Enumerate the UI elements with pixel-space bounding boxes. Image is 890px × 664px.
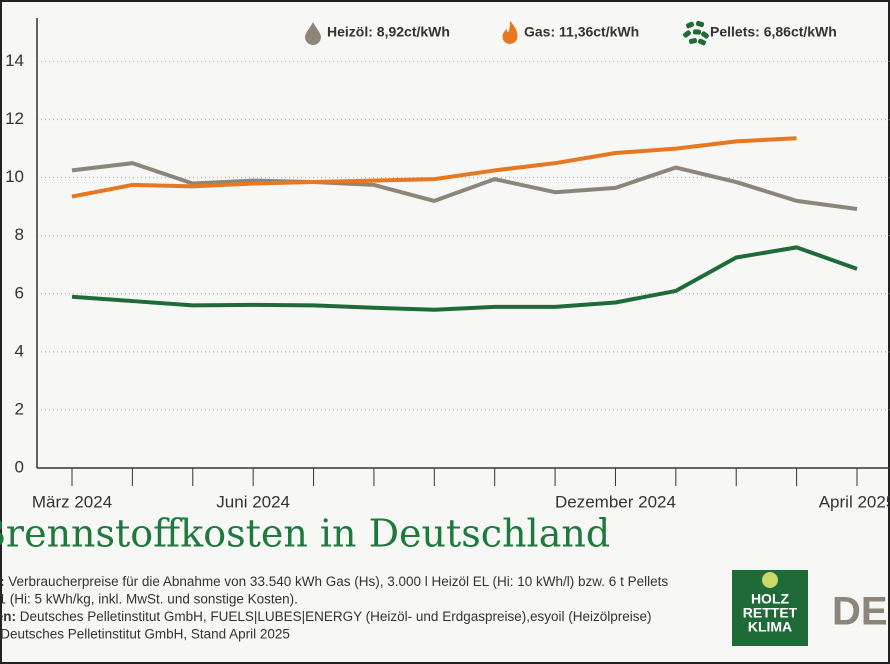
legend-label: Heizöl: 8,92ct/kWh — [327, 24, 450, 40]
legend-icon — [685, 21, 695, 29]
legend-icon — [697, 38, 707, 46]
y-tick-label: 14 — [5, 51, 24, 70]
y-tick-label: 6 — [15, 283, 24, 302]
y-tick-label: 0 — [15, 457, 24, 476]
line-series — [71, 245, 858, 312]
brand: DEPI — [832, 590, 890, 634]
footnote: Quellen: Deutsches Pelletinstitut GmbH, … — [0, 609, 652, 624]
legend-icon — [692, 29, 702, 35]
y-tick-label: 2 — [15, 399, 24, 418]
y-tick-label: 4 — [15, 341, 24, 360]
legend-icon — [695, 20, 705, 28]
logo-text: RETTET — [743, 605, 798, 621]
x-tick-label: Dezember 2024 — [555, 492, 676, 511]
legend-icon — [701, 31, 709, 39]
footnote-text: Deutsches Pelletinstitut GmbH, Stand Apr… — [0, 626, 290, 641]
footnote-label: Basis: — [0, 574, 5, 589]
footnote: ENplus A1 (Hi: 5 kWh/kg, inkl. MwSt. und… — [0, 591, 298, 606]
footnote-text: Deutsches Pelletinstitut GmbH, FUELS|LUB… — [16, 609, 652, 624]
legend-label: Pellets: 6,86ct/kWh — [710, 24, 837, 40]
y-tick-label: 12 — [5, 109, 24, 128]
y-tick-label: 10 — [5, 167, 24, 186]
x-tick-label: April 2025 — [819, 492, 890, 511]
footnote-label: Quellen: — [0, 609, 16, 624]
logo-text: HOLZ — [751, 591, 790, 607]
line-series — [71, 136, 797, 199]
legend-label: Gas: 11,36ct/kWh — [524, 24, 639, 40]
footnote: Grafik: Deutsches Pelletinstitut GmbH, S… — [0, 626, 290, 641]
chart-title: Brennstoffkosten in Deutschland — [0, 512, 610, 556]
legend-icon — [683, 30, 691, 38]
legend-icon — [688, 38, 698, 44]
x-tick-label: Juni 2024 — [216, 492, 290, 511]
logo-icon — [762, 572, 778, 588]
line-series — [71, 161, 858, 212]
legend-icon — [305, 22, 321, 45]
logo-text: KLIMA — [748, 619, 792, 635]
legend-icon — [502, 21, 518, 44]
x-tick-label: März 2024 — [32, 492, 112, 511]
footnote-text: Verbraucherpreise für die Abnahme von 33… — [5, 574, 669, 589]
y-tick-label: 8 — [15, 225, 24, 244]
footnote: Basis: Verbraucherpreise für die Abnahme… — [0, 574, 668, 589]
footnote-text: A1 (Hi: 5 kWh/kg, inkl. MwSt. und sonsti… — [0, 591, 298, 606]
